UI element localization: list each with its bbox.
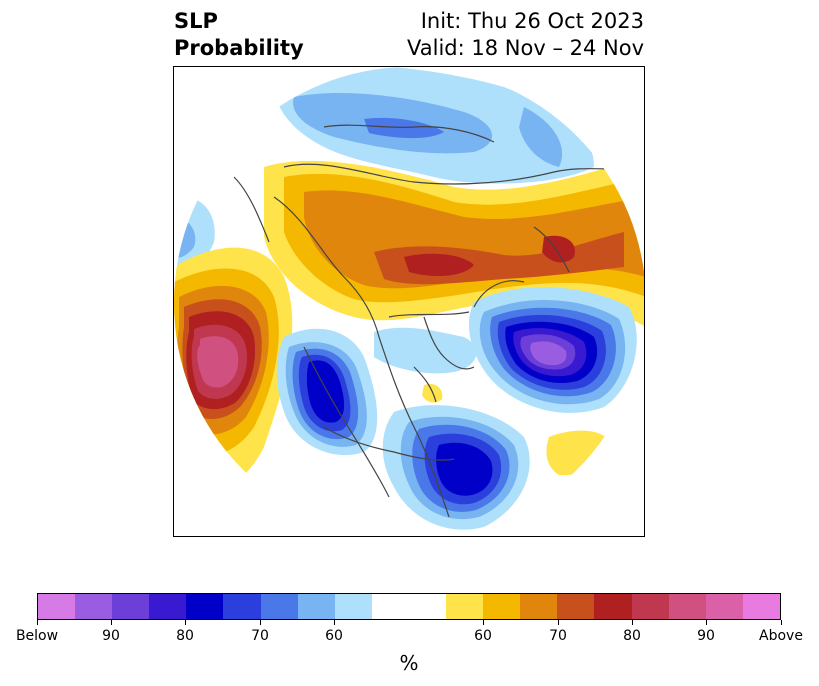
colorbar-segment bbox=[186, 594, 224, 619]
colorbar-tick-label: 60 bbox=[474, 628, 492, 644]
colorbar-segment bbox=[668, 594, 706, 619]
colorbar-tick-label: 80 bbox=[176, 628, 194, 644]
chart-title: SLP Probability bbox=[174, 8, 304, 62]
colorbar-tick-label: 60 bbox=[325, 628, 343, 644]
colorbar-tick-label: Above bbox=[759, 628, 803, 644]
colorbar-tick-label: 90 bbox=[102, 628, 120, 644]
colorbar-segment bbox=[557, 594, 595, 619]
colorbar-tick-mark bbox=[632, 620, 633, 625]
colorbar-tick-mark bbox=[185, 620, 186, 625]
date-info: Init: Thu 26 Oct 2023 Valid: 18 Nov – 24… bbox=[407, 8, 644, 62]
arctic-below-east bbox=[519, 107, 563, 167]
colorbar-segment bbox=[334, 594, 372, 619]
arctic-below-core bbox=[364, 117, 444, 139]
colorbar-segment bbox=[705, 594, 743, 619]
coastlines bbox=[233, 124, 644, 518]
colorbar-segment bbox=[742, 594, 780, 619]
colorbar-tick-mark bbox=[260, 620, 261, 625]
colorbar-segment bbox=[149, 594, 187, 619]
colorbar-segment bbox=[38, 594, 76, 619]
east-us-below-75 bbox=[436, 442, 493, 496]
probability-field bbox=[174, 67, 644, 536]
colorbar-segment bbox=[483, 594, 521, 619]
colorbar-tick-label: 70 bbox=[251, 628, 269, 644]
colorbar-tick-mark bbox=[483, 620, 484, 625]
valid-range: Valid: 18 Nov – 24 Nov bbox=[407, 36, 644, 60]
colorbar-unit-label: % bbox=[399, 651, 419, 675]
colorbar bbox=[37, 593, 781, 620]
colorbar-tick-mark bbox=[111, 620, 112, 625]
colorbar-tick-mark bbox=[706, 620, 707, 625]
hudson-above-small bbox=[422, 383, 443, 403]
title-line-1: SLP bbox=[174, 9, 218, 33]
map-panel bbox=[173, 66, 645, 537]
colorbar-segment bbox=[371, 594, 409, 619]
colorbar-segment bbox=[446, 594, 484, 619]
colorbar-tick-label: 90 bbox=[697, 628, 715, 644]
title-line-2: Probability bbox=[174, 36, 304, 60]
colorbar-segment bbox=[260, 594, 298, 619]
colorbar-segment bbox=[631, 594, 669, 619]
colorbar-tick-mark bbox=[558, 620, 559, 625]
probability-map bbox=[174, 67, 644, 536]
colorbar-tick-mark bbox=[334, 620, 335, 625]
west-na-below-75 bbox=[306, 360, 345, 423]
colorbar-segment bbox=[112, 594, 150, 619]
colorbar-segment bbox=[75, 594, 113, 619]
colorbar-segment bbox=[297, 594, 335, 619]
atlantic-above-region bbox=[546, 430, 609, 476]
colorbar-tick-label: Below bbox=[15, 628, 59, 644]
eurasia-above-75 bbox=[404, 253, 474, 277]
colorbar-segment bbox=[408, 594, 447, 619]
canada-below-region bbox=[374, 327, 477, 374]
colorbar-tick-mark bbox=[781, 620, 782, 625]
colorbar-segment bbox=[520, 594, 558, 619]
colorbar-segment bbox=[594, 594, 632, 619]
colorbar-tick-label: 80 bbox=[623, 628, 641, 644]
colorbar-tick-mark bbox=[37, 620, 38, 625]
colorbar-tick-label: 70 bbox=[549, 628, 567, 644]
atlantic-below-90 bbox=[530, 341, 567, 366]
pacific-above-85 bbox=[197, 336, 239, 388]
init-date: Init: Thu 26 Oct 2023 bbox=[420, 9, 644, 33]
colorbar-segment bbox=[223, 594, 261, 619]
